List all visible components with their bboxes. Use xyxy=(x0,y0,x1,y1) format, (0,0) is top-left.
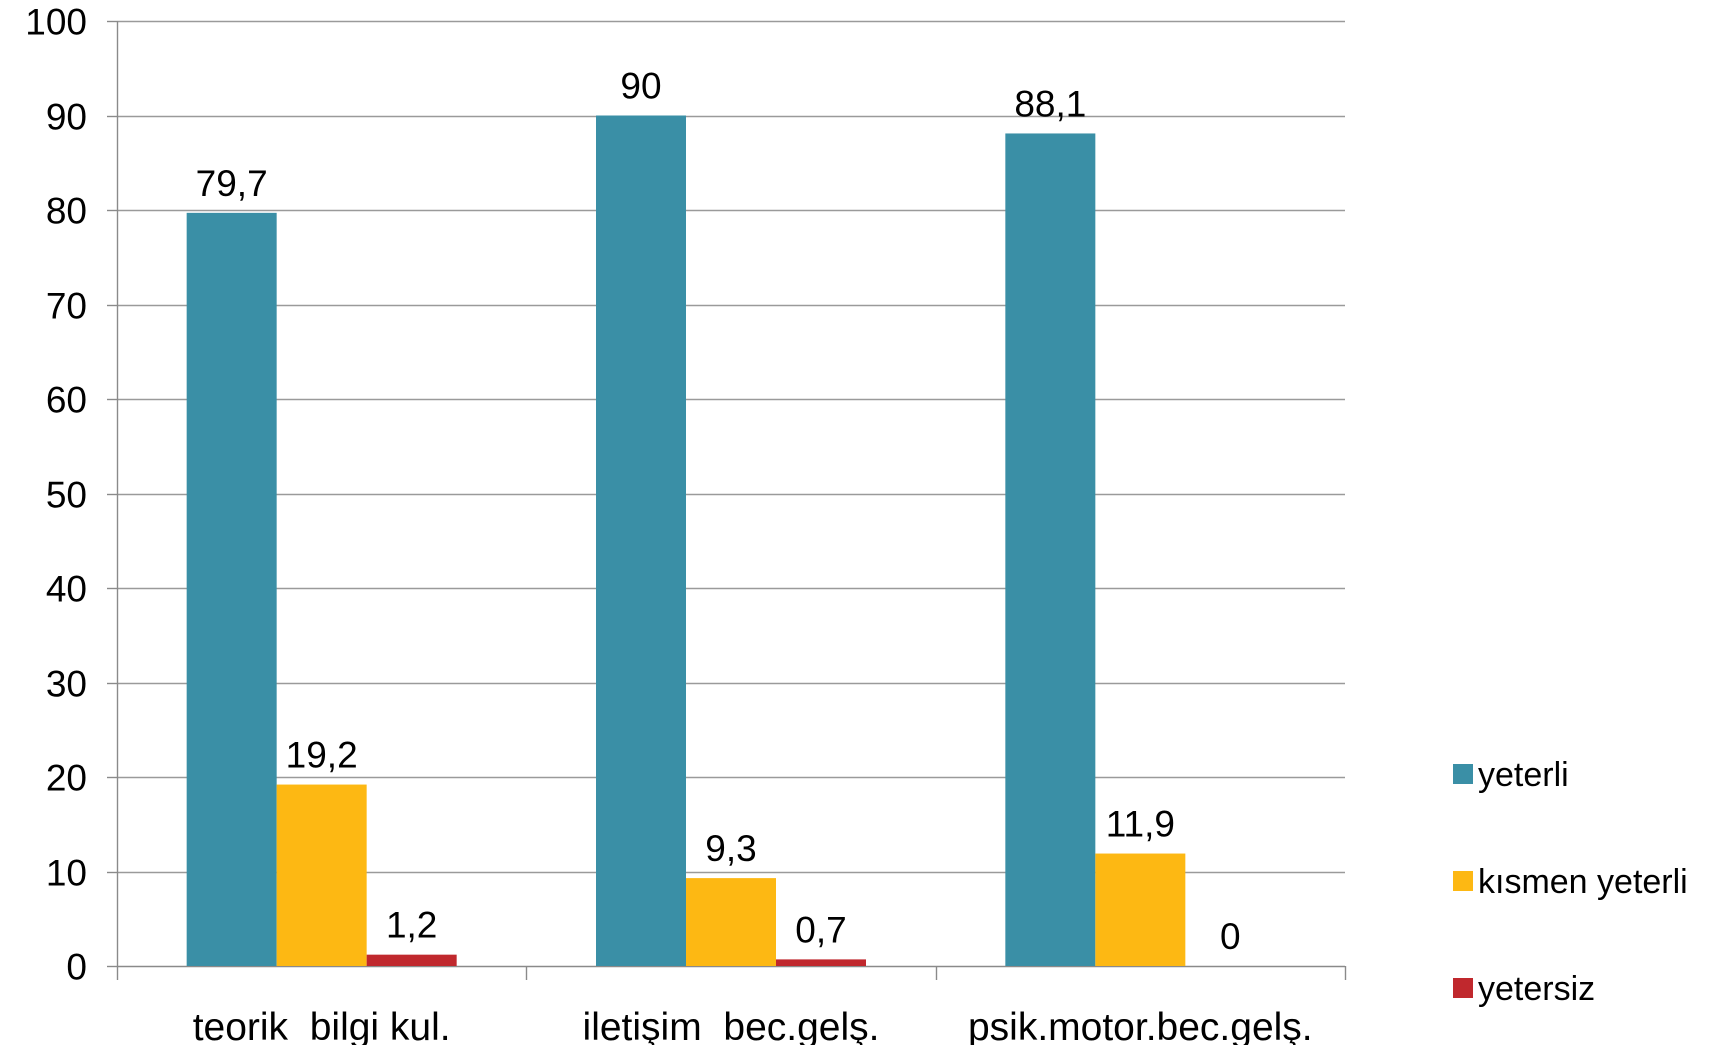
data-labels: 79,7 19,2 1,2 90 9,3 0,7 88,1 11,9 0 xyxy=(196,66,1241,958)
axes: 0 10 20 30 40 50 60 70 80 90 100 teorik bilgi kul. i… xyxy=(25,2,1347,1045)
y-tick-label: 30 xyxy=(46,664,87,705)
y-tick-label: 40 xyxy=(46,569,87,610)
y-tick-label: 80 xyxy=(46,191,87,232)
bar-kısmen-yeterli xyxy=(276,784,367,966)
y-tick-label: 50 xyxy=(46,475,87,516)
data-label: 88,1 xyxy=(1014,83,1086,124)
x-category-label: psik.motor.bec.gelş. xyxy=(968,1006,1313,1045)
data-label: 11,9 xyxy=(1106,804,1175,845)
x-category-label: teorik bilgi kul. xyxy=(193,1006,451,1045)
bar-yetersiz xyxy=(366,954,457,966)
legend-swatch xyxy=(1453,764,1473,784)
legend-swatch xyxy=(1453,871,1473,891)
bar-yetersiz xyxy=(776,959,866,966)
y-tick-label: 70 xyxy=(46,286,87,327)
legend: yeterli kısmen yeterli yetersiz xyxy=(1453,756,1688,1008)
gridlines xyxy=(117,20,1345,874)
bar-yeterli xyxy=(186,212,277,966)
bar-kısmen-yeterli xyxy=(686,878,776,966)
data-label: 9,3 xyxy=(705,828,756,869)
data-label: 19,2 xyxy=(286,735,358,776)
bars xyxy=(186,115,1186,966)
data-label: 90 xyxy=(620,66,661,107)
legend-label: yeterli xyxy=(1478,756,1569,794)
data-label: 1,2 xyxy=(386,905,437,946)
y-tick-label: 60 xyxy=(46,380,87,421)
y-tick-label: 100 xyxy=(25,2,87,43)
x-category-label: iletişim bec.gelş. xyxy=(583,1006,880,1045)
y-tick-label: 90 xyxy=(46,97,87,138)
bar-yeterli xyxy=(1005,133,1096,966)
y-tick-label: 20 xyxy=(46,758,87,799)
legend-swatch xyxy=(1453,978,1473,998)
bar-yeterli xyxy=(596,115,686,966)
legend-label: yetersiz xyxy=(1478,970,1595,1008)
data-label: 79,7 xyxy=(196,163,268,204)
y-tick-label: 10 xyxy=(46,853,87,894)
data-label: 0 xyxy=(1220,916,1241,957)
bar-kısmen-yeterli xyxy=(1095,853,1186,966)
data-label: 0,7 xyxy=(795,909,846,950)
legend-label: kısmen yeterli xyxy=(1478,863,1688,901)
y-tick-label: 0 xyxy=(66,947,87,988)
